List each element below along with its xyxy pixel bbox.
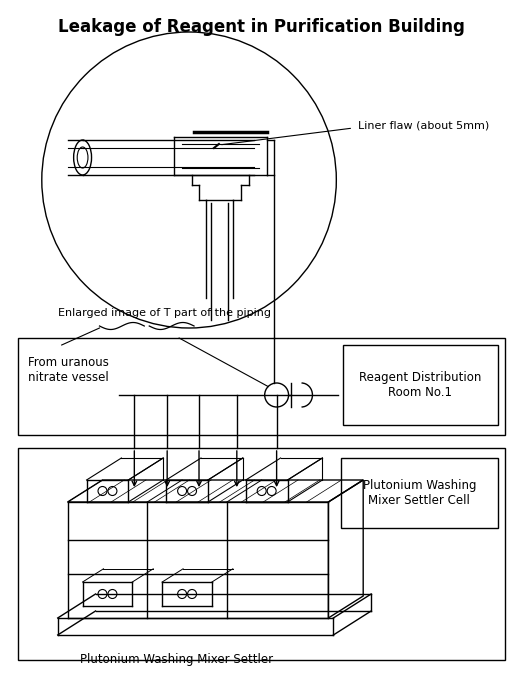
Text: Liner flaw (about 5mm): Liner flaw (about 5mm)	[358, 120, 490, 130]
Text: Enlarged image of T part of the piping: Enlarged image of T part of the piping	[58, 308, 271, 318]
Text: Plutonium Washing Mixer Settler: Plutonium Washing Mixer Settler	[79, 653, 272, 666]
Text: Reagent Distribution
Room No.1: Reagent Distribution Room No.1	[359, 371, 482, 399]
Text: From uranous
nitrate vessel: From uranous nitrate vessel	[28, 356, 109, 384]
Text: Plutonium Washing
Mixer Settler Cell: Plutonium Washing Mixer Settler Cell	[362, 479, 476, 507]
Text: Leakage of Reagent in Purification Building: Leakage of Reagent in Purification Build…	[58, 18, 465, 36]
